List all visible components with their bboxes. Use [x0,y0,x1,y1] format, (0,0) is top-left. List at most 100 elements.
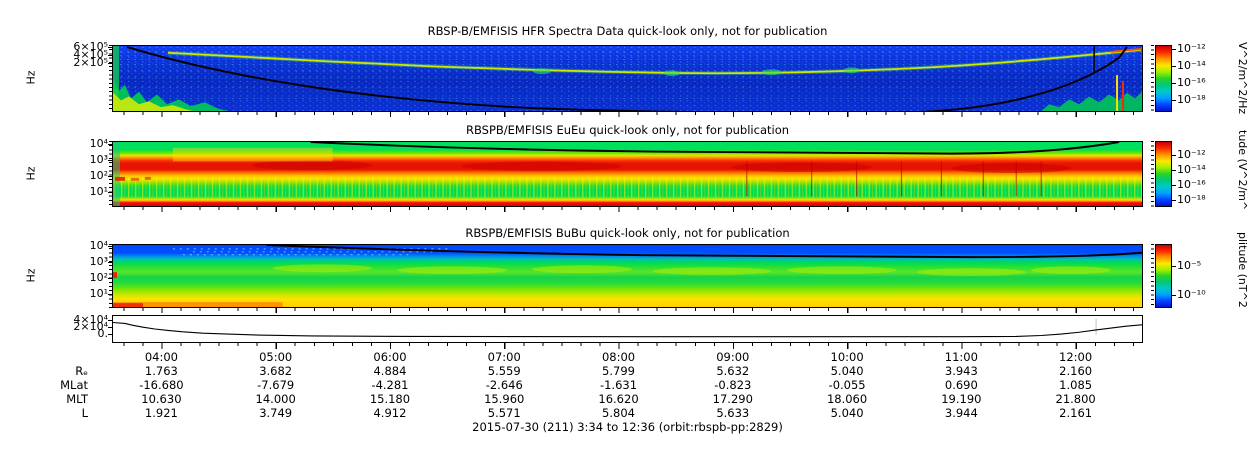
ephemeris-row-l: 1.921 3.749 4.912 5.571 5.804 5.633 5.040 3.944… [112,407,1143,420]
panel3-cbar-tick: 10⁻⁵ [1171,259,1202,272]
panel1-title: RBSP-B/EMFISIS HFR Spectra Data quick-lo… [427,24,828,38]
p4-frequency-line [113,321,1142,338]
p1-uhr-line [167,49,1142,74]
panel3-canvas [113,245,1142,307]
panel1-ytick: 2×10⁵ [73,56,113,69]
ephemeris-row-label-mlt: MLT [66,392,88,406]
ephemeris-cell: 4.884 [373,364,407,378]
panel2-ytick: 10² [89,169,114,182]
panel1-x-major-ticks [112,112,1143,117]
ephemeris-row-label-l: L [81,406,88,420]
ephemeris-cell: 10:00 [830,350,864,364]
panel2-cbar-tick: 10⁻¹⁴ [1172,163,1206,176]
panel2-colorbar-ticks [1151,141,1154,207]
ephemeris-cell: 5.804 [602,406,635,420]
panel2-y-axis-label: Hz [24,166,38,181]
ephemeris-cell: 3.749 [259,406,293,420]
panel1-cbar-tick: 10⁻¹⁶ [1172,76,1206,89]
p1-uhr-blobs [533,67,860,77]
ephemeris-cell: 5.559 [487,364,521,378]
ephemeris-cell: 1.085 [1059,378,1093,392]
panel2-ytick: 10⁴ [89,137,114,150]
panel3-x-major-ticks [112,308,1143,313]
ephemeris-cell: 3.682 [259,364,293,378]
ephemeris-cell: 11:00 [944,350,978,364]
ephemeris-cell: 5.571 [487,406,521,420]
p2-left-edge-noise [113,142,151,206]
panel3-ytick: 10³ [89,255,114,268]
panel2-ytick: 10¹ [89,185,114,198]
panel1-colorbar-ticks [1151,45,1154,112]
panel3-colorbar [1155,244,1172,308]
ephemeris-cell: 4.912 [373,406,407,420]
panel2-cbar-tick: 10⁻¹⁸ [1172,193,1206,206]
panel4-ytick: 0. [97,327,113,340]
p3-cyan-speckle [172,248,453,256]
panel2-y-minor-ticks [109,141,112,207]
panel1-y-axis-label: Hz [24,70,38,85]
panel2-title: RBSPB/EMFISIS EuEu quick-look only, not … [465,123,790,137]
panel3-cbar-tick: 10⁻¹⁰ [1172,288,1206,301]
ephemeris-cell: 2.161 [1059,406,1093,420]
ephemeris-cell: 04:00 [144,350,178,364]
ephemeris-cell: -7.679 [257,378,295,392]
ephemeris-row-re: 1.763 3.682 4.884 5.559 5.799 5.632 5.040 3.943… [112,365,1143,378]
ephemeris-cell: 15.960 [484,392,525,406]
panel3-ytick: 10⁴ [89,239,114,252]
panel2-ytick: 10³ [89,153,114,166]
panel2-cbar-tick: 10⁻¹² [1172,148,1206,161]
panel3-title: RBSPB/EMFISIS BuBu quick-look only, not … [465,226,790,240]
panel3-colorbar-ticks [1151,244,1154,308]
p3-perigee-bottom-left [113,272,283,307]
panel4-ytick: 4×10⁴ [73,313,113,326]
p2-fce-trace [310,142,1120,155]
panel4-canvas [113,316,1142,342]
panel1-colorbar [1155,45,1172,112]
p1-fce-trace [126,46,1128,111]
ephemeris-cell: 09:00 [716,350,750,364]
panel4-line-plot [112,315,1143,343]
ephemeris-cell: -0.823 [714,378,752,392]
panel3-y-minor-ticks [109,244,112,308]
ephemeris-cell: 18.060 [826,392,868,406]
panel2-spectrogram [112,141,1143,207]
ephemeris-cell: 16.620 [598,392,639,406]
p1-perigee-noise-left [113,78,228,111]
ephemeris-cell: -16.680 [139,378,184,392]
panel2-cbar-tick: 10⁻¹⁶ [1172,178,1206,191]
ephemeris-cell: 0.690 [944,378,978,392]
time-axis-major-ticks [112,343,1143,349]
ephemeris-cell: 07:00 [487,350,521,364]
panel2-x-major-ticks [112,207,1143,212]
panel1-cbar-unit-label: V^2/m^2/Hz [1236,42,1249,115]
ephemeris-cell: 5.040 [830,364,864,378]
ephemeris-cell: 5.799 [602,364,635,378]
ephemeris-cell: -4.281 [371,378,409,392]
ephemeris-cell: 21.800 [1055,392,1096,406]
ephemeris-cell: 1.763 [144,364,178,378]
panel1-spectrogram [112,45,1143,112]
ephemeris-row-mlat: -16.680 -7.679 -4.281 -2.646 -1.631 -0.823 -0.… [112,379,1143,392]
panel3-y-axis-label: Hz [24,268,38,283]
ephemeris-cell: 1.921 [144,406,178,420]
ephemeris-cell: -1.631 [599,378,638,392]
panel2-colorbar [1155,141,1172,207]
panel3-ytick: 10² [89,271,114,284]
ephemeris-cell: 12:00 [1059,350,1093,364]
figure-caption: 2015-07-30 (211) 3:34 to 12:36 (orbit:rb… [472,420,783,434]
ephemeris-cell: 5.040 [830,406,864,420]
ephemeris-row-label-re: Rₑ [75,364,88,378]
p3-yellow-green-blobs [272,264,1112,276]
ephemeris-cell: 17.290 [712,392,753,406]
p1-speckle [113,46,1142,111]
ephemeris-cell: 2.160 [1059,364,1093,378]
ephemeris-cell: 3.943 [944,364,978,378]
ephemeris-cell: 5.633 [716,406,750,420]
ephemeris-cell: 08:00 [601,350,636,364]
ephemeris-cell: 15.180 [369,392,411,406]
panel1-y-minor-ticks [109,45,112,112]
ephemeris-cell: 10.630 [141,392,182,406]
panel1-cbar-tick: 10⁻¹⁴ [1172,59,1206,72]
ephemeris-row-label-mlat: MLat [60,378,88,392]
